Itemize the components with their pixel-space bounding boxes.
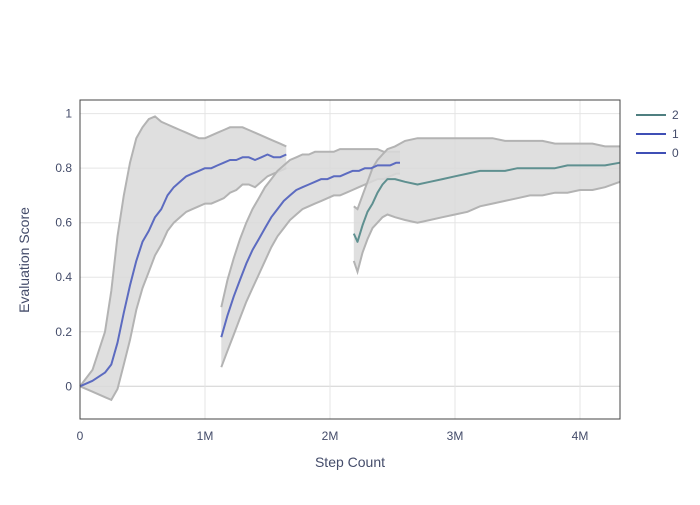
y-tick-label: 1 [65,107,72,121]
band-fill-series-1 [221,149,400,368]
x-tick-label: 2M [322,429,339,443]
x-axis-label: Step Count [315,454,385,470]
y-tick-label: 0.4 [55,270,72,284]
legend-label: 0 [672,146,679,160]
confidence-bands [79,115,621,402]
band-fill-series-2 [353,138,620,272]
band-upper-series-1 [220,148,400,308]
band-lower-series-0 [79,167,287,402]
legend-item-2[interactable]: 2 [636,108,679,122]
x-tick-label: 0 [77,429,84,443]
line-series-0 [79,153,287,388]
band-upper-series-2 [353,137,620,211]
band-upper-series-0 [79,115,287,387]
plot-frame [79,99,621,420]
legend-label: 1 [672,127,679,141]
y-tick-label: 0.8 [55,161,72,175]
x-tick-label: 3M [447,429,464,443]
line-series-1 [220,161,400,338]
x-tick-labels: 0 1M 2M 3M 4M [77,429,589,443]
series-lines [79,153,621,388]
y-tick-label: 0.2 [55,325,72,339]
y-axis-label: Evaluation Score [16,207,32,313]
line-series-2 [352,161,621,243]
x-tick-label: 1M [197,429,214,443]
band-lower-series-2 [352,180,621,276]
y-tick-label: 0.6 [55,216,72,230]
y-tick-labels: 0 0.2 0.4 0.6 0.8 1 [55,107,72,394]
legend-label: 2 [672,108,679,122]
legend-item-0[interactable]: 0 [636,146,679,160]
x-tick-label: 4M [572,429,589,443]
legend[interactable]: 2 1 0 [636,108,679,160]
y-tick-label: 0 [65,379,72,393]
legend-item-1[interactable]: 1 [636,127,679,141]
